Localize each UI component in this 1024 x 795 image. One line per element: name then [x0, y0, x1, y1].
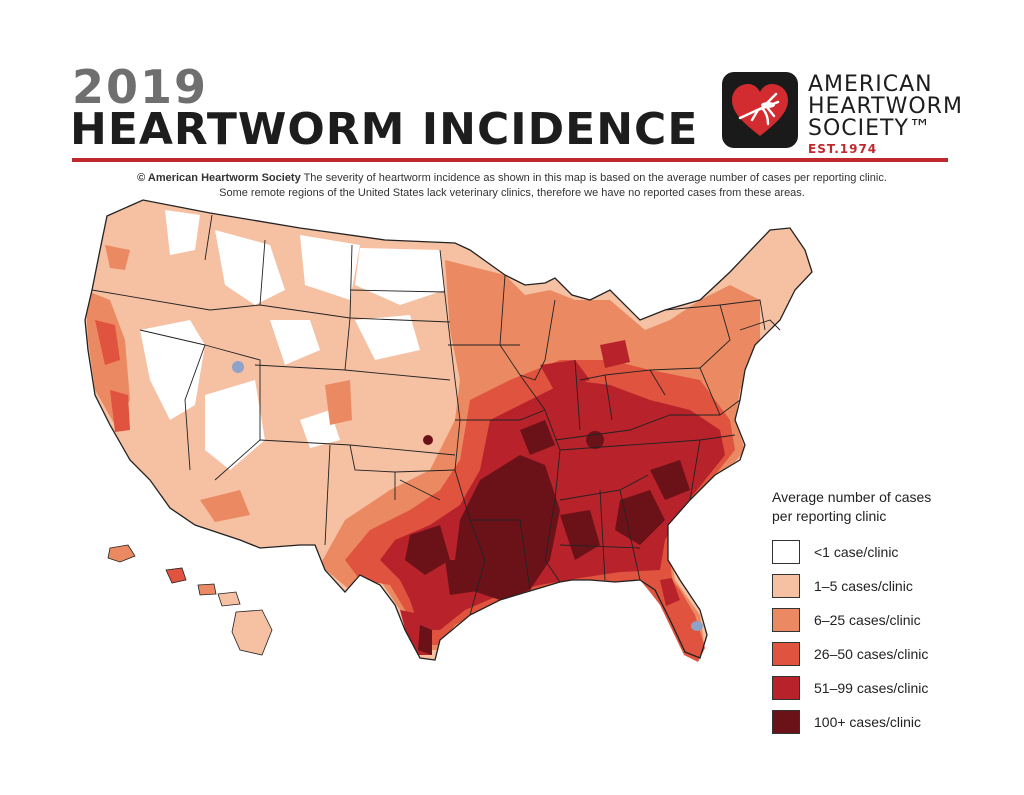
no-data-patch-utah	[232, 361, 244, 373]
logo-wordmark: AMERICAN HEARTWORM SOCIETY™ EST.1974	[808, 72, 963, 157]
legend-label: 51–99 cases/clinic	[814, 680, 929, 696]
legend-item: 6–25 cases/clinic	[772, 608, 1012, 642]
logo-line-2: HEARTWORM	[808, 94, 963, 119]
legend-label: 26–50 cases/clinic	[814, 646, 929, 662]
title-year: 2019	[72, 60, 209, 114]
copyright-org: © American Heartworm Society	[137, 172, 301, 184]
logo-est: EST.1974	[808, 142, 878, 156]
map-legend: Average number of cases per reporting cl…	[772, 488, 1012, 744]
legend-item: 100+ cases/clinic	[772, 710, 1012, 744]
no-data-patches	[232, 361, 703, 631]
header-divider	[72, 158, 948, 162]
state-borders	[84, 199, 813, 661]
legend-swatch	[772, 642, 800, 666]
caption-line-1: © American Heartworm Society The severit…	[100, 172, 924, 184]
legend-items: <1 case/clinic 1–5 cases/clinic 6–25 cases…	[772, 540, 1012, 744]
florida-shape	[640, 572, 705, 662]
legend-item: 51–99 cases/clinic	[772, 676, 1012, 710]
heartworm-society-logo	[722, 72, 798, 148]
legend-title-line-1: Average number of cases	[772, 489, 932, 505]
caption-text-1: The severity of heartworm incidence as s…	[303, 172, 887, 184]
logo-line-1: AMERICAN	[808, 72, 933, 97]
legend-swatch	[772, 710, 800, 734]
legend-swatch	[772, 608, 800, 632]
legend-label: 100+ cases/clinic	[814, 714, 922, 730]
heart-mosquito-icon	[732, 84, 788, 136]
legend-label: <1 case/clinic	[814, 544, 899, 560]
caption-line-2: Some remote regions of the United States…	[219, 187, 805, 199]
logo-line-3: SOCIETY™	[808, 116, 932, 141]
legend-swatch	[772, 574, 800, 598]
florida-hotspot	[660, 578, 680, 606]
no-data-patch-florida	[691, 621, 703, 631]
hawaii-shape	[165, 567, 273, 656]
lower-48-zones	[85, 200, 812, 660]
legend-swatch	[772, 540, 800, 564]
legend-label: 1–5 cases/clinic	[814, 578, 913, 594]
legend-title-line-2: per reporting clinic	[772, 508, 887, 524]
legend-swatch	[772, 676, 800, 700]
legend-item: 1–5 cases/clinic	[772, 574, 1012, 608]
legend-item: <1 case/clinic	[772, 540, 1012, 574]
alaska-shape	[107, 544, 136, 563]
legend-label: 6–25 cases/clinic	[814, 612, 921, 628]
legend-item: 26–50 cases/clinic	[772, 642, 1012, 676]
page-title: HEARTWORM INCIDENCE	[70, 104, 699, 155]
legend-title: Average number of cases per reporting cl…	[772, 488, 1012, 526]
